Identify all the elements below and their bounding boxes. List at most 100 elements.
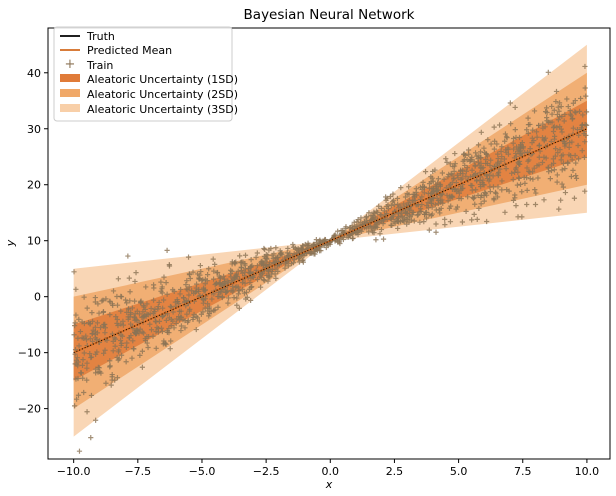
train-point xyxy=(581,131,587,137)
train-point xyxy=(154,324,160,331)
train-point xyxy=(469,187,475,193)
train-point xyxy=(236,305,242,311)
train-point xyxy=(532,201,539,208)
train-point xyxy=(383,194,389,200)
train-point xyxy=(183,286,189,292)
train-point xyxy=(232,284,238,290)
train-point xyxy=(124,300,130,306)
train-point xyxy=(139,364,145,370)
train-point xyxy=(76,316,82,322)
train-point xyxy=(124,340,130,346)
train-point xyxy=(555,117,561,123)
legend-1sd-label: Aleatoric Uncertainty (1SD) xyxy=(87,73,238,86)
train-point xyxy=(186,284,192,290)
train-point xyxy=(269,269,275,275)
train-point xyxy=(515,214,521,220)
train-point xyxy=(454,204,461,210)
train-point xyxy=(119,340,125,347)
train-point xyxy=(555,104,561,110)
train-point xyxy=(340,236,347,243)
train-point xyxy=(134,308,140,314)
train-point xyxy=(397,203,403,209)
train-point xyxy=(186,308,193,314)
train-point xyxy=(89,318,96,324)
train-point xyxy=(439,170,445,176)
train-point xyxy=(211,268,217,274)
train-point xyxy=(123,344,129,350)
train-point xyxy=(512,104,518,111)
train-point xyxy=(254,263,261,269)
train-point xyxy=(100,297,106,303)
train-point xyxy=(196,318,202,324)
train-point xyxy=(114,316,120,323)
train-point xyxy=(536,162,542,168)
train-point xyxy=(230,289,236,295)
train-point xyxy=(492,138,498,144)
train-point xyxy=(126,335,132,341)
train-point xyxy=(551,136,558,142)
train-point xyxy=(423,215,430,221)
train-point xyxy=(444,192,450,198)
train-point xyxy=(313,236,319,243)
legend-1sd-swatch xyxy=(60,74,80,82)
train-point xyxy=(525,115,531,121)
train-point xyxy=(87,336,93,342)
train-point xyxy=(108,382,114,388)
train-point xyxy=(140,309,146,315)
train-point xyxy=(101,321,107,328)
train-point xyxy=(524,201,530,208)
train-point xyxy=(272,271,278,277)
train-point xyxy=(544,118,550,124)
train-point xyxy=(225,295,232,301)
train-point xyxy=(549,111,555,117)
train-point xyxy=(231,295,237,301)
train-point xyxy=(424,203,430,209)
train-point xyxy=(364,217,370,223)
y-axis: −20 −10 0 10 20 30 40 xyxy=(18,67,48,416)
train-point xyxy=(499,144,505,150)
train-point xyxy=(516,147,522,153)
train-point xyxy=(358,228,365,234)
train-point xyxy=(273,266,279,272)
train-point xyxy=(490,173,496,179)
train-point xyxy=(212,307,218,313)
train-point xyxy=(270,256,276,262)
train-point xyxy=(264,255,270,261)
train-point xyxy=(573,173,579,179)
train-point xyxy=(559,129,565,135)
train-point xyxy=(208,309,214,315)
train-point xyxy=(514,144,520,150)
train-point xyxy=(122,297,129,303)
train-point xyxy=(437,181,443,187)
train-point xyxy=(418,208,424,214)
train-point xyxy=(170,309,176,315)
train-point xyxy=(482,189,488,196)
train-point xyxy=(582,85,588,91)
train-point xyxy=(107,312,113,318)
train-point xyxy=(243,289,250,295)
train-point xyxy=(378,205,385,211)
train-point xyxy=(405,200,411,206)
train-point xyxy=(73,376,79,382)
train-point xyxy=(136,311,143,317)
train-point xyxy=(453,179,459,186)
train-point xyxy=(543,105,550,111)
train-point xyxy=(300,259,306,265)
train-point xyxy=(209,296,215,302)
x-tick-label: −2.5 xyxy=(253,465,280,478)
train-point xyxy=(99,298,105,304)
train-point xyxy=(244,294,250,301)
train-point xyxy=(109,377,115,383)
train-point xyxy=(141,304,147,310)
train-point xyxy=(155,329,161,335)
train-point xyxy=(78,370,85,376)
train-point xyxy=(129,305,136,311)
y-tick-label: 10 xyxy=(27,235,41,248)
train-point xyxy=(166,330,172,336)
train-point xyxy=(474,216,480,222)
train-point xyxy=(216,273,222,279)
train-point xyxy=(487,184,493,190)
train-point xyxy=(145,344,151,351)
train-point xyxy=(501,156,508,162)
train-point xyxy=(120,322,127,328)
